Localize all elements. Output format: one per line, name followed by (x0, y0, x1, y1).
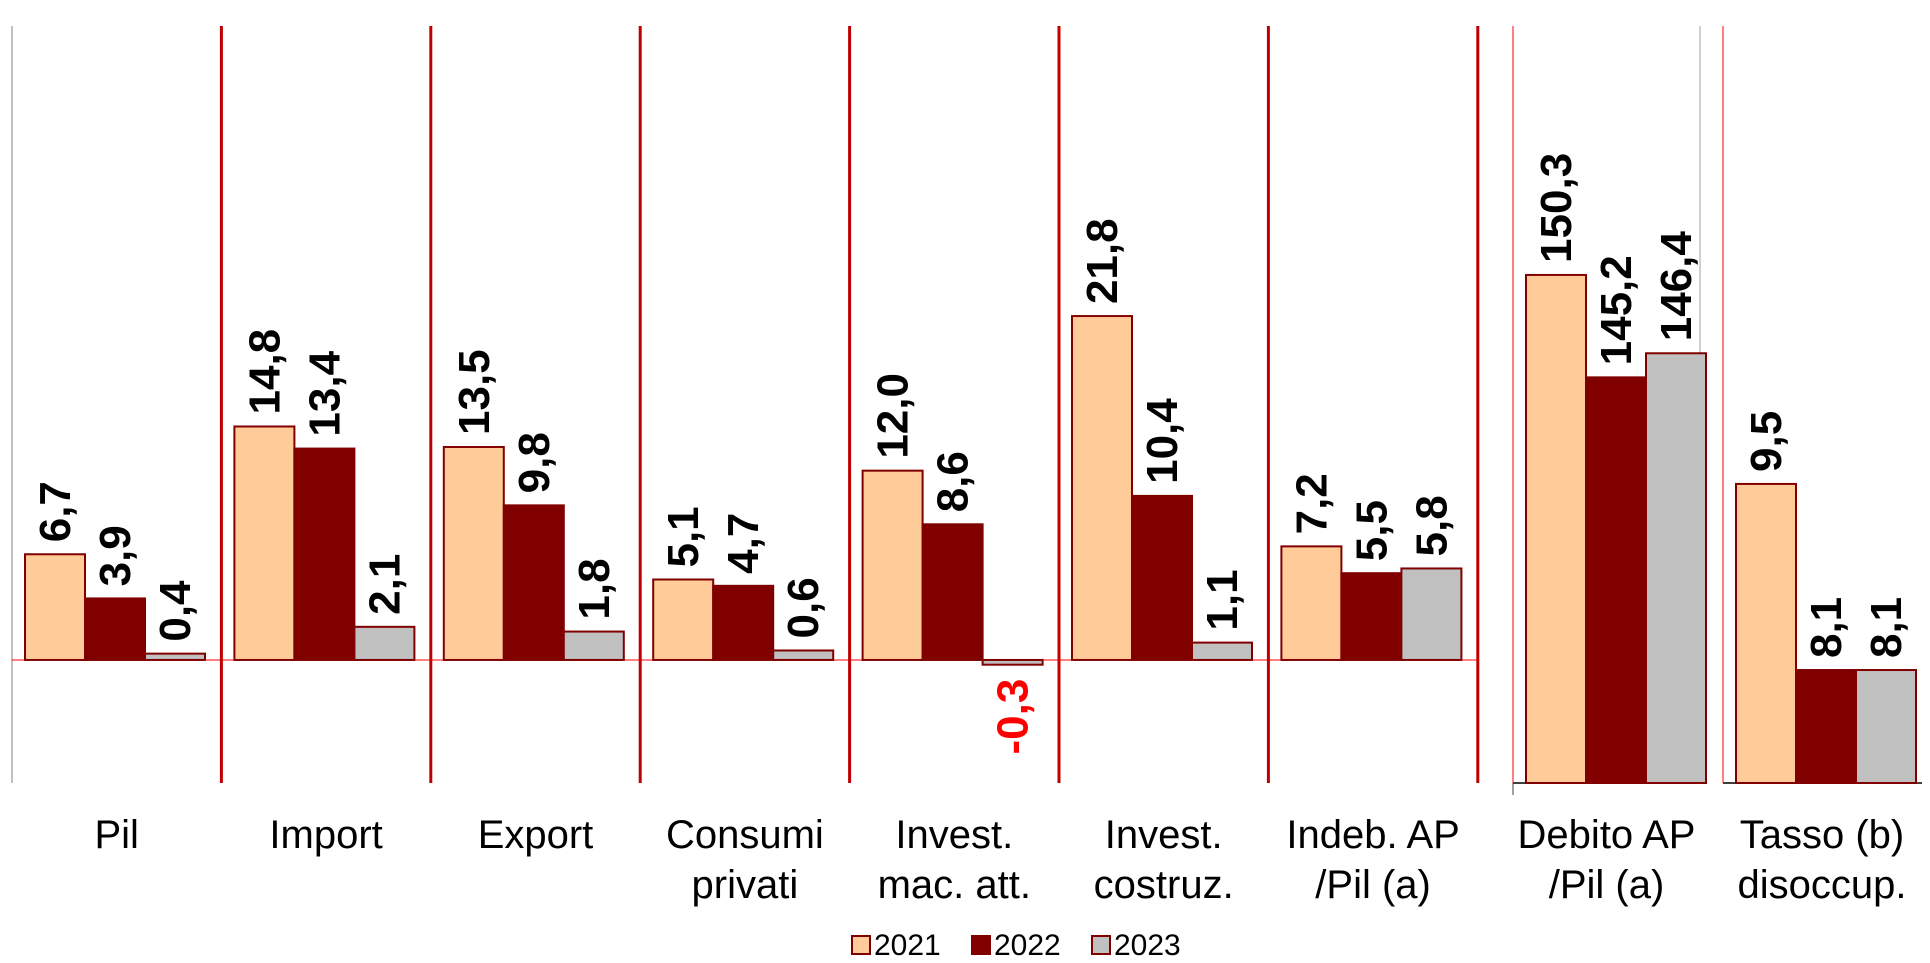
data-label: 150,3 (1532, 153, 1581, 263)
data-labels: 6,73,90,4 14,8 13,4 2,1 13,59,8 1,8 5,1 4,70,6 1… (31, 153, 1911, 755)
legend-swatch-2023 (1091, 935, 1111, 955)
data-label: 21,8 (1078, 218, 1127, 304)
data-label: 8,1 (1802, 597, 1851, 658)
data-label: 6,7 (31, 481, 80, 542)
data-label: -0,3 (989, 679, 1038, 755)
data-label: 5,8 (1407, 495, 1456, 556)
data-label: 0,4 (151, 580, 200, 642)
category-label: mac. att. (878, 863, 1031, 907)
bar-2021 (1735, 482, 1797, 784)
bar-2021 (1525, 273, 1587, 784)
category-label: Export (478, 813, 594, 857)
bar-2021 (652, 578, 715, 661)
bar-2023 (144, 652, 206, 661)
data-label: 14,8 (240, 329, 289, 415)
legend-swatch-2021 (851, 935, 871, 955)
bar-2022 (293, 447, 356, 661)
category-label: Debito AP (1518, 813, 1696, 857)
legend-label-2021: 2021 (874, 929, 941, 962)
bar-2021 (442, 445, 505, 661)
bar-2022 (1340, 572, 1403, 661)
data-label: 8,6 (929, 451, 978, 512)
data-label: 1,1 (1198, 569, 1247, 630)
data-label: 13,5 (450, 349, 499, 435)
category-label: Pil (94, 813, 138, 857)
bar-2022 (1131, 494, 1193, 661)
bar-2023 (562, 630, 625, 661)
data-label: 145,2 (1592, 255, 1641, 365)
category-label: disoccup. (1738, 863, 1907, 907)
legend-swatch-2022 (971, 935, 991, 955)
category-label: Consumi (666, 813, 824, 857)
bar-2022 (502, 504, 565, 661)
data-label: 7,2 (1287, 473, 1336, 534)
category-label: /Pil (a) (1549, 863, 1665, 907)
bar-2021 (1071, 315, 1133, 661)
legend-label-2023: 2023 (1114, 929, 1181, 962)
legend: 2021 2022 2023 (851, 929, 1181, 962)
bar-2023 (772, 649, 835, 661)
category-label: Indeb. AP (1286, 813, 1459, 857)
data-label: 10,4 (1138, 398, 1187, 484)
data-label: 2,1 (360, 554, 409, 615)
data-label: 5,5 (1347, 500, 1396, 561)
bar-2021 (233, 425, 296, 661)
category-labels: Pil Import Export Consumi privati Invest. mac.… (94, 813, 1906, 907)
bar-2023 (1855, 669, 1917, 785)
bar-2022 (1795, 669, 1857, 785)
data-label: 13,4 (300, 350, 349, 436)
category-label: Tasso (b) (1740, 813, 1905, 857)
data-label: 12,0 (869, 373, 918, 459)
bar-2021 (861, 469, 924, 661)
data-label: 3,9 (91, 525, 140, 586)
bar-2023 (1400, 567, 1463, 661)
data-label: 9,8 (510, 432, 559, 493)
bar-2023 (1191, 641, 1253, 661)
category-label: Invest. (1105, 813, 1223, 857)
data-label: 9,5 (1742, 411, 1791, 472)
bar-2022 (921, 523, 984, 661)
bar-2022 (1585, 376, 1647, 784)
legend-label-2022: 2022 (994, 929, 1061, 962)
data-label: 146,4 (1652, 231, 1701, 342)
bar-2023 (981, 658, 1044, 666)
category-label: Import (269, 813, 382, 857)
data-label: 0,6 (779, 577, 828, 638)
data-label: 1,8 (570, 558, 619, 619)
bar-2023 (353, 625, 416, 661)
category-label: costruz. (1094, 863, 1234, 907)
bar-2023 (1645, 352, 1707, 784)
bar-2022 (712, 584, 775, 661)
data-label: 8,1 (1862, 597, 1911, 658)
chart-bars (24, 273, 1917, 785)
category-label: privati (692, 863, 799, 907)
bar-2022 (84, 597, 146, 661)
bar-2021 (1280, 545, 1343, 661)
category-label: Invest. (895, 813, 1013, 857)
category-label: /Pil (a) (1315, 863, 1431, 907)
data-label: 4,7 (719, 513, 768, 574)
data-label: 5,1 (659, 506, 708, 567)
bar-2021 (24, 553, 86, 661)
